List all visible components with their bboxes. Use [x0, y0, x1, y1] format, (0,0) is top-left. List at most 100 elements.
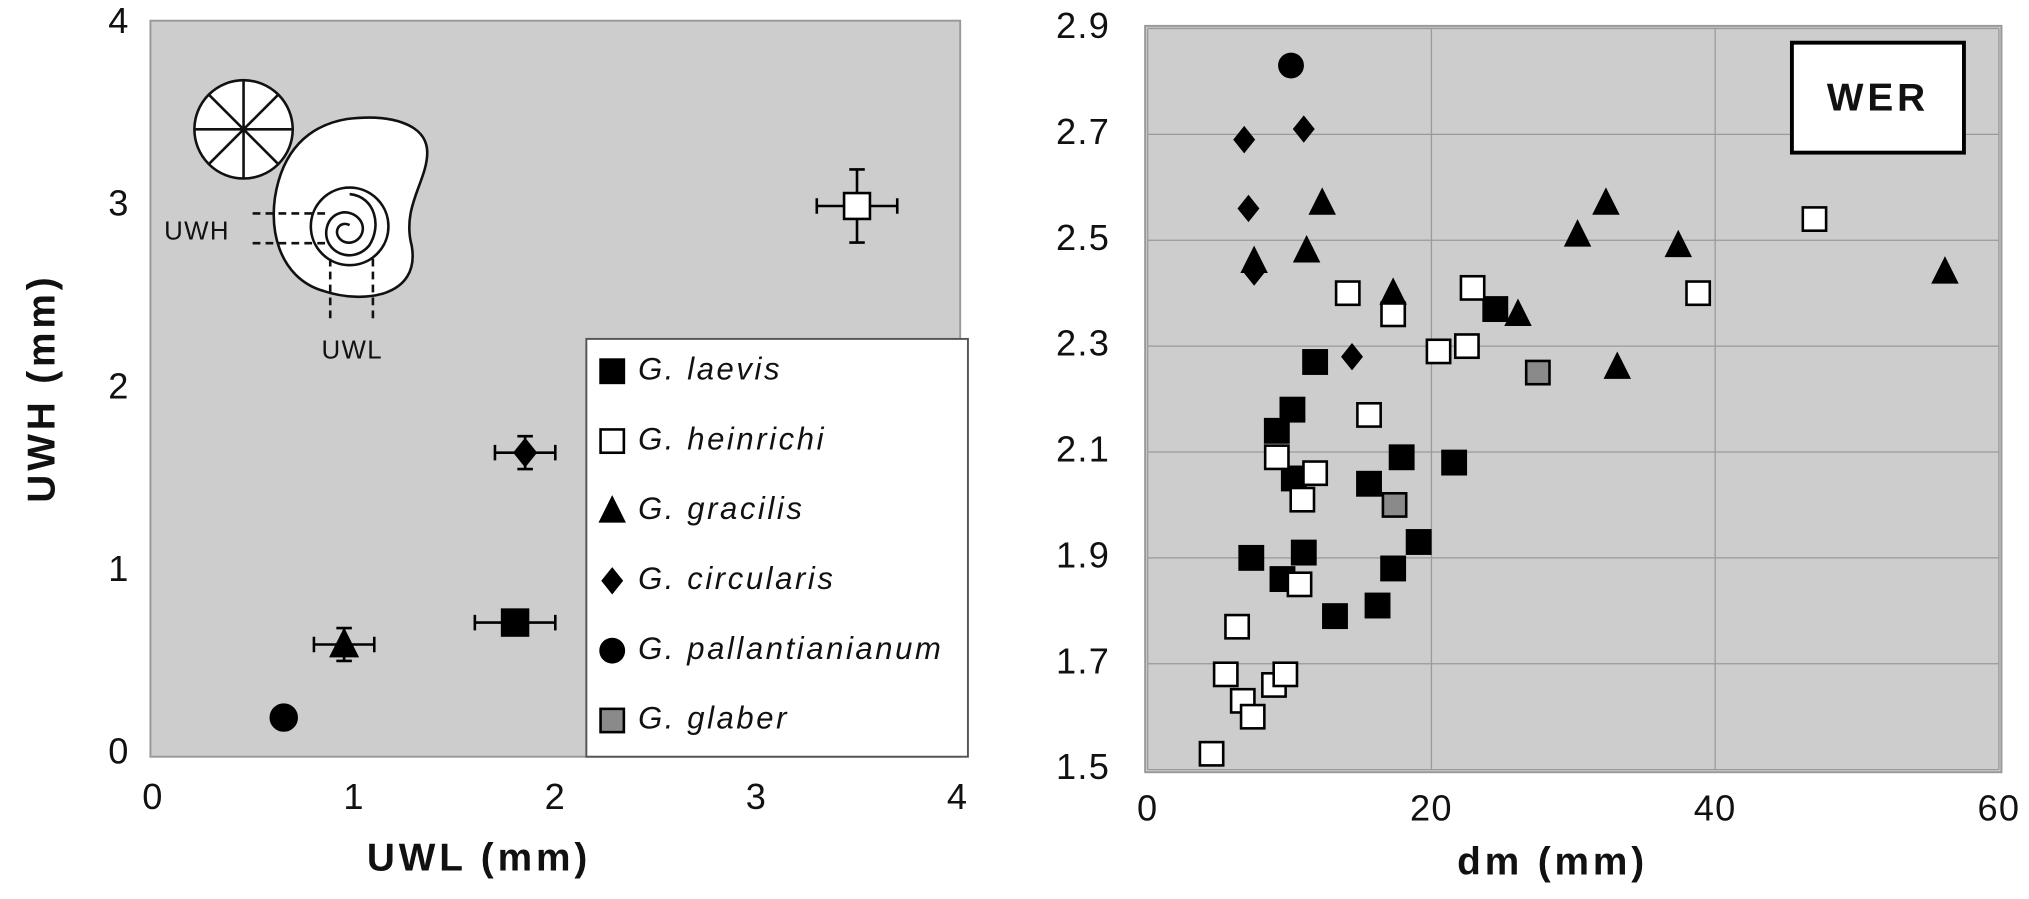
y-tick-label: 1: [108, 548, 129, 589]
point: [1263, 444, 1290, 471]
point: [1308, 187, 1336, 215]
legend-marker: [599, 358, 626, 385]
point: [1563, 219, 1592, 247]
point: [1685, 280, 1712, 307]
point: [1380, 555, 1407, 582]
point: [329, 627, 360, 658]
point: [1289, 486, 1316, 513]
point: [1224, 613, 1251, 640]
series: [473, 608, 557, 637]
point: [1322, 603, 1348, 630]
point: [1302, 460, 1329, 487]
series: [815, 168, 899, 244]
point: [1198, 740, 1225, 767]
series: [312, 626, 376, 663]
x-axis-title: dm (mm): [1457, 840, 1648, 883]
point: [513, 437, 538, 468]
point: [1243, 258, 1266, 286]
point: [1425, 338, 1452, 365]
point: [1286, 571, 1313, 598]
legend-marker: [598, 495, 626, 523]
series: [1198, 206, 1828, 767]
point: [1381, 492, 1408, 518]
point: [1233, 125, 1256, 154]
point: [1524, 359, 1551, 386]
point: [1272, 661, 1299, 688]
y-tick-label: 2: [108, 365, 129, 406]
point: [1801, 206, 1828, 232]
point: [1280, 465, 1307, 492]
point: [1212, 661, 1239, 688]
series: [1233, 115, 1363, 371]
series: [1238, 296, 1509, 630]
point: [1441, 449, 1468, 476]
x-tick-label: 1: [343, 776, 364, 817]
point: [1459, 274, 1486, 301]
y-axis-title: UWH (mm): [21, 273, 64, 502]
point: [1302, 349, 1329, 375]
point: [1292, 234, 1321, 263]
y-tick-label: 2.1: [1056, 429, 1110, 470]
y-tick-label: 4: [108, 0, 129, 41]
y-tick-label: 2.7: [1056, 111, 1110, 152]
point: [1278, 52, 1304, 79]
point: [269, 703, 298, 732]
x-tick-label: 2: [545, 776, 566, 817]
annotation: UWL: [322, 337, 383, 365]
point: [1341, 342, 1363, 371]
point: [1603, 351, 1632, 379]
series: [269, 703, 298, 732]
y-tick-label: 2.3: [1056, 323, 1110, 364]
point: [1334, 280, 1361, 307]
point: [1504, 298, 1532, 326]
point: [1453, 333, 1480, 360]
x-tick-label: 60: [1977, 788, 2020, 829]
legend-label: G. pallantianianum: [638, 631, 943, 666]
point: [842, 191, 872, 221]
annotation: UWH: [164, 218, 230, 246]
x-tick-label: 40: [1694, 788, 1737, 829]
point: [1237, 194, 1260, 223]
point: [1356, 470, 1382, 497]
point: [1379, 277, 1407, 305]
legend-label: G. circularis: [638, 561, 835, 596]
legend-label: G. heinrichi: [638, 421, 826, 456]
shell-diagram: [193, 78, 429, 324]
point: [1279, 396, 1306, 423]
point: [1263, 417, 1290, 444]
point: [1380, 301, 1407, 328]
legend-marker: [599, 637, 626, 664]
x-tick-label: 3: [746, 776, 767, 817]
y-tick-label: 1.9: [1056, 534, 1110, 575]
point: [1292, 115, 1315, 143]
series: [1240, 187, 1959, 379]
y-tick-label: 1.5: [1056, 746, 1110, 787]
point: [1592, 187, 1620, 215]
x-tick-label: 20: [1410, 788, 1453, 829]
annotation-box: [1789, 40, 1966, 155]
point: [1405, 529, 1432, 555]
legend-marker: [599, 428, 626, 455]
point: [1356, 401, 1382, 428]
y-tick-label: 0: [108, 731, 129, 772]
point: [1482, 296, 1509, 322]
point: [500, 608, 530, 637]
x-tick-label: 4: [947, 776, 968, 817]
legend-box: [585, 337, 969, 758]
point: [1388, 444, 1415, 471]
legend-marker: [599, 707, 626, 734]
legend-label: G. laevis: [638, 351, 782, 386]
x-tick-label: 0: [142, 776, 163, 817]
x-tick-label: 0: [1137, 788, 1158, 829]
x-axis-title: UWL (mm): [367, 836, 591, 879]
point: [1364, 592, 1391, 619]
y-tick-label: 3: [108, 183, 129, 224]
point: [1239, 703, 1266, 730]
y-tick-label: 2.5: [1056, 217, 1110, 258]
series: [1278, 52, 1304, 79]
series: [493, 434, 557, 471]
point: [1931, 256, 1959, 284]
y-tick-label: 2.9: [1056, 5, 1110, 46]
y-tick-label: 1.7: [1056, 640, 1110, 681]
